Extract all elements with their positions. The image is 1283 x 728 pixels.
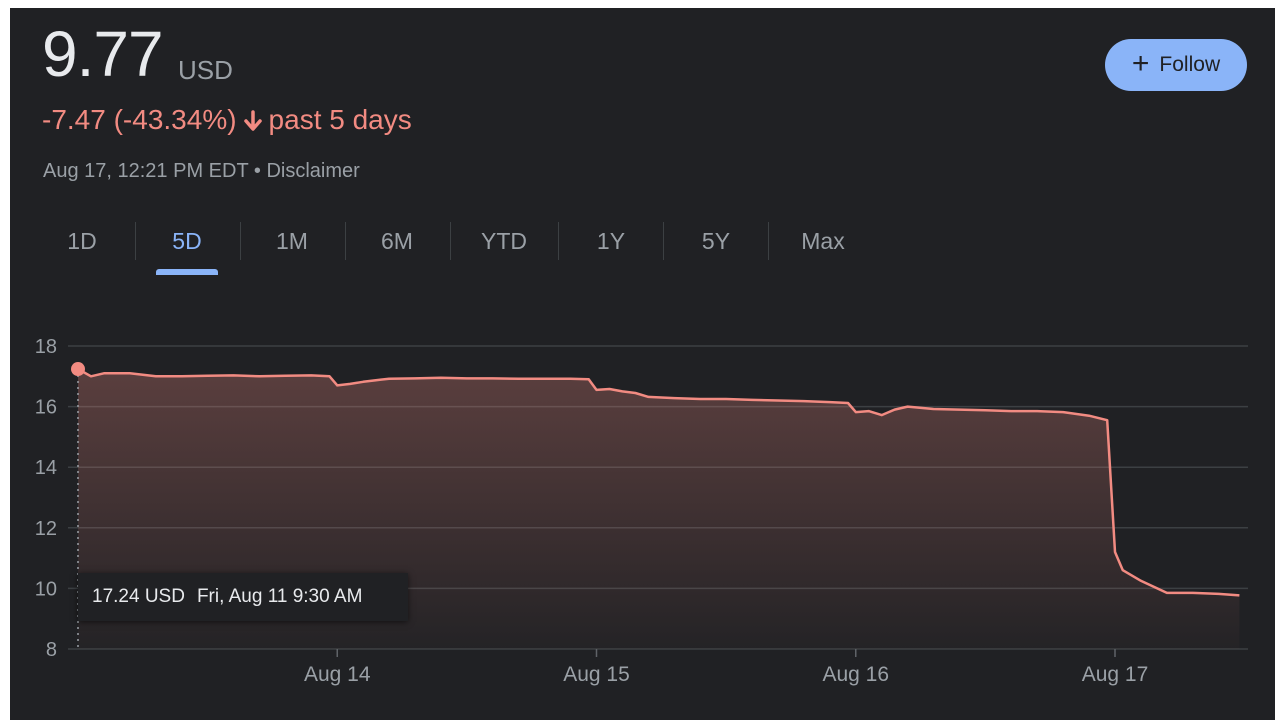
separator-dot: • bbox=[253, 160, 261, 182]
currency-label: USD bbox=[178, 55, 233, 85]
tab-divider bbox=[450, 222, 451, 260]
tab-max[interactable]: Max bbox=[801, 227, 845, 254]
x-tick-label: Aug 14 bbox=[304, 663, 371, 686]
tab-5d[interactable]: 5D bbox=[172, 227, 202, 254]
follow-label: Follow bbox=[1159, 53, 1221, 76]
tab-divider bbox=[345, 222, 346, 260]
plus-icon: + bbox=[1131, 46, 1150, 80]
price-change: -7.47 (-43.34%) past 5 days bbox=[42, 104, 412, 136]
price-line bbox=[77, 367, 1240, 597]
change-value: -7.47 (-43.34%) bbox=[42, 104, 237, 135]
tab-divider bbox=[135, 222, 136, 260]
y-tick-label: 12 bbox=[35, 518, 57, 540]
follow-button[interactable]: + Follow bbox=[1105, 39, 1247, 91]
tab-1d[interactable]: 1D bbox=[67, 227, 97, 254]
active-tab-indicator bbox=[156, 269, 218, 275]
x-tick-label: Aug 17 bbox=[1082, 663, 1149, 686]
x-tick-label: Aug 15 bbox=[563, 663, 630, 686]
change-period: past 5 days bbox=[268, 104, 412, 135]
tab-divider bbox=[240, 222, 241, 260]
hover-tooltip: 17.24 USD Fri, Aug 11 9:30 AM bbox=[78, 573, 408, 621]
arrow-down-icon bbox=[243, 108, 263, 132]
tooltip-time: Fri, Aug 11 9:30 AM bbox=[196, 586, 363, 607]
y-tick-label: 18 bbox=[35, 336, 57, 358]
tab-1y[interactable]: 1Y bbox=[596, 227, 626, 254]
current-price: 9.77 bbox=[42, 18, 164, 90]
y-tick-label: 14 bbox=[35, 457, 57, 479]
timestamp-line: Aug 17, 12:21 PM EDT • Disclaimer bbox=[43, 160, 360, 183]
tab-divider bbox=[768, 222, 769, 260]
x-tick-label: Aug 16 bbox=[822, 663, 889, 686]
hover-point bbox=[71, 362, 85, 377]
stock-panel: 9.77 USD -7.47 (-43.34%) past 5 days Aug… bbox=[10, 8, 1275, 720]
tab-divider bbox=[558, 222, 559, 260]
y-tick-label: 10 bbox=[35, 578, 57, 600]
tab-divider bbox=[663, 222, 664, 260]
tab-5y[interactable]: 5Y bbox=[701, 227, 731, 254]
disclaimer-link[interactable]: Disclaimer bbox=[266, 160, 360, 182]
y-tick-label: 8 bbox=[46, 639, 57, 661]
y-tick-label: 16 bbox=[35, 397, 57, 419]
tooltip-price: 17.24 USD bbox=[92, 586, 185, 607]
tab-ytd[interactable]: YTD bbox=[481, 227, 527, 254]
timestamp: Aug 17, 12:21 PM EDT bbox=[43, 160, 249, 182]
tab-6m[interactable]: 6M bbox=[381, 227, 413, 254]
tab-1m[interactable]: 1M bbox=[276, 227, 308, 254]
